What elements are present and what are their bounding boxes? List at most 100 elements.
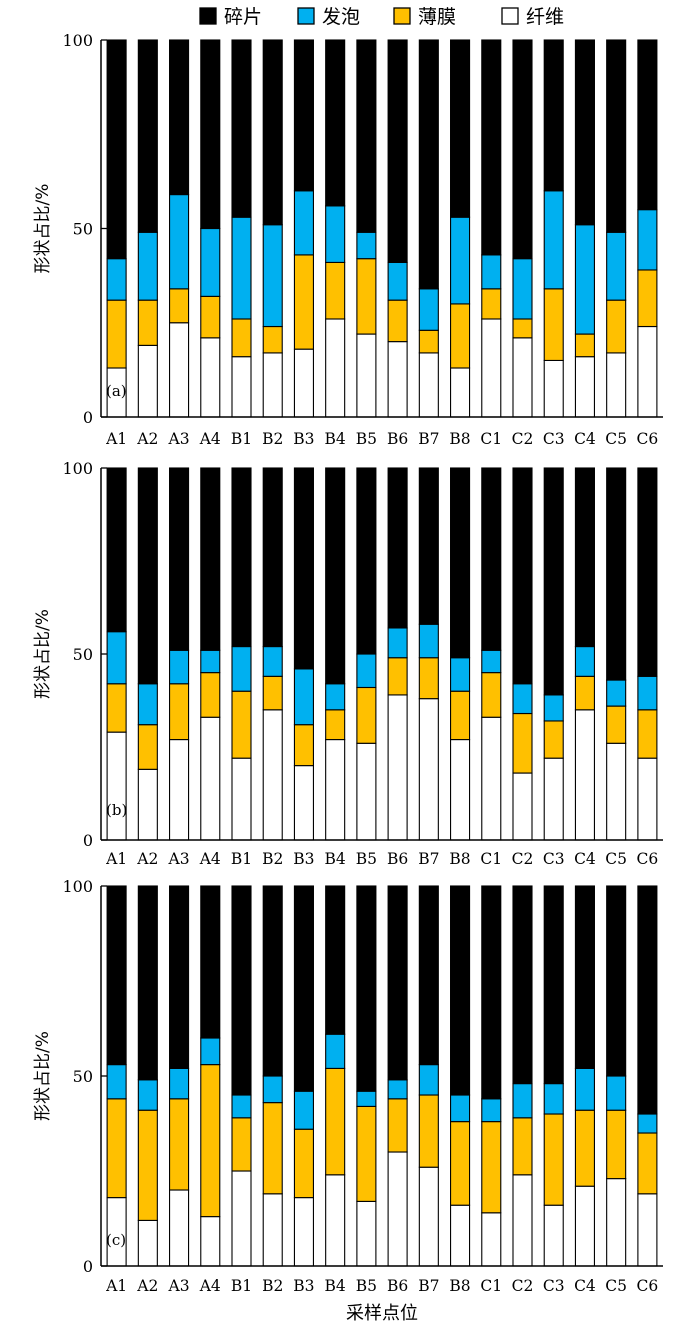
bar-segment-C5-0: [606, 1178, 627, 1267]
x-tick-label-A4: A4: [199, 430, 221, 448]
bar-segment-C2-0: [512, 1174, 533, 1267]
x-tick-label-B6: B6: [387, 1277, 408, 1295]
bar-segment-C6-2: [637, 675, 658, 711]
x-tick-label-B7: B7: [418, 1277, 439, 1295]
panel-label: (b): [106, 801, 127, 819]
bar-segment-B4-1: [325, 709, 346, 741]
bar-segment-B3-1: [293, 1128, 314, 1199]
bar-segment-C6-1: [637, 709, 658, 759]
bar-segment-A2-2: [137, 1079, 158, 1111]
bar-segment-B2-0: [262, 1193, 283, 1267]
bar-segment-A3-2: [169, 1067, 190, 1100]
x-tick-label-C4: C4: [574, 850, 596, 868]
bar-segment-B3-2: [293, 668, 314, 726]
chart-panel-2: A1 A2 A3 A4 B1 B2 B3 B4 B5 B6 B7 B8 C1 C2 C3 C4 C5 C6 0 50 1…: [33, 877, 663, 1324]
bar-segment-A3-2: [169, 194, 190, 290]
x-tick-label-C1: C1: [480, 430, 502, 448]
bar-segment-B2-3: [262, 885, 283, 1077]
bar-segment-B1-3: [231, 885, 252, 1096]
bar-segment-C3-3: [543, 885, 564, 1085]
x-tick-label-C2: C2: [512, 1277, 534, 1295]
bar-segment-C1-0: [481, 716, 502, 841]
x-tick-label-B2: B2: [262, 430, 283, 448]
bar-segment-A4-3: [200, 885, 221, 1039]
bar-segment-A1-1: [106, 299, 127, 369]
bar-segment-A4-1: [200, 1064, 221, 1218]
bar-segment-C6-3: [637, 467, 658, 677]
bar-segment-B3-1: [293, 254, 314, 350]
x-tick-label-C4: C4: [574, 1277, 596, 1295]
bar-segment-B1-2: [231, 646, 252, 692]
y-tick-label-0: 0: [83, 408, 93, 427]
bar-segment-A2-1: [137, 724, 158, 770]
x-tick-label-C5: C5: [605, 430, 627, 448]
bar-segment-B7-1: [418, 329, 439, 354]
bar-segment-C2-2: [512, 1083, 533, 1119]
bar-segment-C2-3: [512, 467, 533, 685]
bar-segment-C1-3: [481, 467, 502, 651]
bar-segment-A2-0: [137, 1219, 158, 1267]
bar-segment-C3-2: [543, 694, 564, 722]
bar-segment-B1-1: [231, 1117, 252, 1172]
bar-segment-B4-3: [325, 885, 346, 1035]
bar-segment-C2-1: [512, 318, 533, 339]
legend-swatch-3: [501, 7, 519, 25]
x-tick-label-C3: C3: [543, 850, 565, 868]
x-tick-label-A2: A2: [136, 1277, 158, 1295]
bar-segment-B7-3: [418, 885, 439, 1066]
panel-label: (c): [106, 1231, 126, 1249]
bar-segment-A3-2: [169, 649, 190, 685]
bar-segment-C5-3: [606, 467, 627, 681]
bar-segment-C1-1: [481, 672, 502, 718]
bar-segment-B4-1: [325, 261, 346, 320]
bar-segment-B1-0: [231, 1170, 252, 1267]
y-tick-label-50: 50: [73, 645, 93, 664]
y-axis-title: 形状占比/%: [33, 1031, 53, 1121]
bar-segment-B6-0: [387, 341, 408, 418]
bar-segment-A4-0: [200, 1216, 221, 1267]
bar-segment-C1-2: [481, 254, 502, 290]
y-tick-label-100: 100: [62, 877, 93, 896]
bar-segment-C4-1: [574, 675, 595, 711]
bar-segment-B8-1: [450, 1121, 471, 1206]
bar-segment-B8-0: [450, 1204, 471, 1267]
bar-segment-A4-3: [200, 39, 221, 230]
bar-segment-B6-3: [387, 467, 408, 629]
bar-segment-C5-2: [606, 679, 627, 707]
bar-segment-C6-0: [637, 1193, 658, 1267]
bar-segment-B5-2: [356, 653, 377, 689]
bar-segment-C4-3: [574, 467, 595, 648]
bar-segment-C1-2: [481, 649, 502, 674]
bar-segment-B8-2: [450, 657, 471, 692]
x-tick-label-C1: C1: [480, 850, 502, 868]
bar-segment-C4-2: [574, 646, 595, 677]
x-tick-label-C1: C1: [480, 1277, 502, 1295]
bar-segment-C4-0: [574, 709, 595, 841]
bar-segment-A4-2: [200, 227, 221, 297]
legend-label-2: 薄膜: [418, 6, 456, 28]
bar-segment-A4-0: [200, 337, 221, 418]
bar-segment-C1-2: [481, 1098, 502, 1123]
bar-segment-A3-1: [169, 288, 190, 324]
bar-segment-C4-1: [574, 1109, 595, 1187]
bar-segment-B5-3: [356, 885, 377, 1092]
bar-segment-B4-3: [325, 467, 346, 685]
bar-segment-A3-3: [169, 39, 190, 196]
bar-segment-C4-2: [574, 224, 595, 335]
y-tick-label-50: 50: [73, 1067, 93, 1086]
bar-segment-B2-3: [262, 467, 283, 648]
bar-segment-A4-0: [200, 716, 221, 841]
bar-segment-B6-2: [387, 627, 408, 659]
bar-segment-A2-0: [137, 344, 158, 418]
x-tick-label-B1: B1: [231, 1277, 252, 1295]
bar-segment-A2-2: [137, 683, 158, 726]
bar-segment-B2-1: [262, 1102, 283, 1195]
x-tick-label-C4: C4: [574, 430, 596, 448]
bar-segment-B7-3: [418, 39, 439, 290]
bar-segment-B4-3: [325, 39, 346, 207]
x-tick-label-C3: C3: [543, 430, 565, 448]
bar-segment-A1-1: [106, 683, 127, 733]
legend-swatch-1: [297, 7, 315, 25]
x-tick-label-A1: A1: [105, 850, 127, 868]
legend-swatch-2: [393, 7, 411, 25]
